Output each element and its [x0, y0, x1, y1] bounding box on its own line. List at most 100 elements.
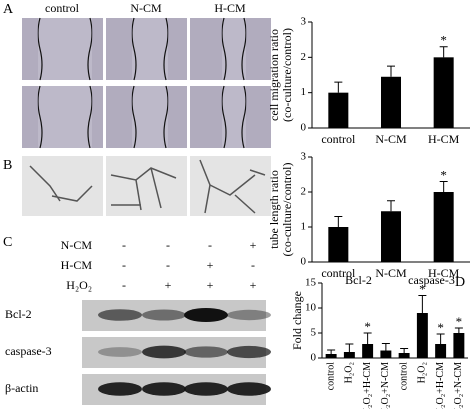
y-tick-label: 2	[301, 186, 307, 198]
blot-band	[184, 346, 228, 358]
y-tick-label: 0	[301, 256, 307, 268]
column-header: H-CM	[214, 1, 246, 15]
cell-texture	[246, 86, 271, 148]
x-tick-label: H₂O₂+N-CM	[380, 362, 391, 409]
condition-sign: +	[250, 278, 257, 292]
y-tick-label: 1	[301, 221, 307, 233]
micrograph	[22, 156, 103, 216]
y-tick-label: 0	[311, 352, 317, 364]
significance-mark: *	[440, 167, 447, 182]
condition-sign: -	[166, 258, 170, 272]
blot-band	[98, 382, 142, 396]
x-tick-label: control	[325, 362, 336, 391]
y-axis-label: (co-culture/control)	[280, 28, 294, 122]
bar	[433, 192, 454, 262]
blot-band	[142, 345, 186, 359]
wound-edge	[131, 85, 137, 149]
error-bar	[327, 349, 336, 354]
cell-texture	[22, 86, 38, 148]
bar	[325, 354, 337, 358]
significance-mark: *	[456, 314, 463, 329]
y-tick-label: 1	[301, 86, 307, 98]
x-tick-label: H-CM	[428, 132, 460, 146]
blot-band	[184, 308, 228, 322]
condition-sign: -	[166, 238, 170, 252]
x-tick-label: control	[321, 132, 356, 146]
x-tick-label: H₂O₂	[417, 362, 428, 383]
cell-texture	[168, 18, 187, 80]
blot-band	[142, 382, 186, 396]
error-bar	[418, 295, 427, 313]
error-bar	[363, 332, 372, 344]
error-bar	[381, 343, 390, 351]
bar	[435, 344, 447, 358]
cell-texture	[92, 18, 103, 80]
wound-edge	[87, 17, 93, 81]
error-bar	[334, 81, 343, 93]
cell-texture	[190, 86, 222, 148]
condition-sign: -	[251, 258, 255, 272]
error-bar	[345, 343, 354, 352]
blot-band	[142, 309, 186, 321]
wound-edge	[241, 17, 247, 81]
y-tick-label: 10	[305, 302, 317, 314]
y-tick-label: 2	[301, 51, 307, 63]
wound-edge	[37, 85, 43, 149]
error-bar	[439, 181, 448, 192]
wound-edge	[241, 85, 247, 149]
bar	[433, 57, 454, 129]
condition-sign: +	[207, 278, 214, 292]
blot-band	[227, 382, 271, 396]
blot-label: Bcl-2	[5, 307, 32, 321]
condition-label: H₂O₂	[66, 278, 92, 292]
wound-edge	[163, 17, 169, 81]
condition-label: H-CM	[61, 258, 93, 272]
x-tick-label: N-CM	[375, 132, 407, 146]
cell-texture	[106, 18, 132, 80]
error-bar	[334, 216, 343, 227]
condition-label: N-CM	[61, 238, 93, 252]
wound-edge	[163, 85, 169, 149]
blot-band	[184, 382, 228, 396]
bar	[380, 350, 392, 358]
blot-band	[227, 309, 271, 321]
blot-band	[98, 309, 142, 321]
condition-sign: -	[122, 278, 126, 292]
wound-edge	[221, 85, 227, 149]
micrograph	[106, 156, 187, 216]
tube-network	[199, 159, 266, 214]
condition-sign: -	[122, 258, 126, 272]
y-tick-label: 3	[301, 151, 307, 163]
bar	[380, 76, 402, 128]
significance-mark: *	[419, 281, 426, 296]
condition-sign: -	[122, 238, 126, 252]
blot-label: caspase-3	[5, 344, 52, 358]
x-tick-label: H₂O₂+N-CM	[453, 362, 464, 409]
tube-network	[110, 167, 177, 211]
cell-texture	[190, 18, 222, 80]
bar	[453, 333, 465, 358]
x-tick-label: H₂O₂+H-CM	[435, 362, 446, 409]
wound-edge	[87, 85, 93, 149]
wound-edge	[221, 17, 227, 81]
y-axis-label: Fold change	[290, 291, 304, 350]
error-bar	[454, 327, 463, 333]
y-axis-label: cell migration ratio	[267, 29, 281, 121]
bar	[328, 227, 349, 262]
significance-mark: *	[440, 33, 447, 48]
cell-texture	[246, 18, 271, 80]
panel-label: B	[3, 158, 12, 173]
bar	[328, 92, 349, 128]
cell-texture	[106, 86, 132, 148]
y-tick-label: 0	[301, 122, 307, 134]
cell-texture	[22, 18, 38, 80]
error-bar	[387, 65, 395, 77]
error-bar	[436, 333, 445, 344]
column-header: control	[45, 1, 80, 15]
column-header: N-CM	[130, 1, 162, 15]
x-tick-label: N-CM	[375, 266, 407, 280]
cell-texture	[168, 86, 187, 148]
error-bar	[387, 200, 395, 212]
bar	[380, 211, 402, 262]
